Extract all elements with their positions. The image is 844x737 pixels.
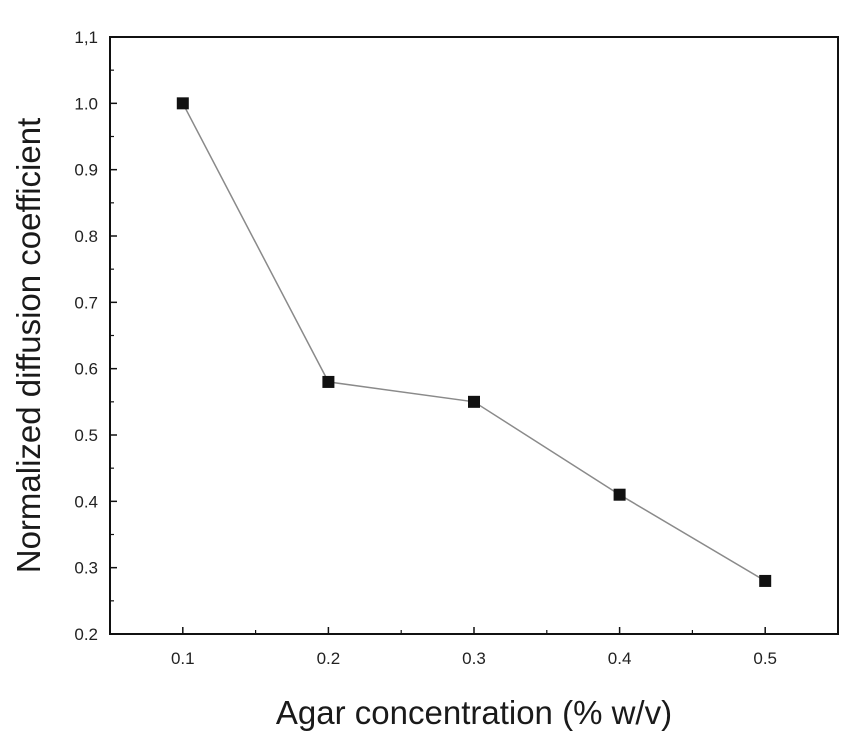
y-tick-label: 0.9 [74,161,98,180]
plot-frame [109,36,839,635]
y-tick-label: 0.6 [74,360,98,379]
series-line [182,102,766,582]
y-axis-title: Normalized diffusion coefficient [10,118,47,574]
y-tick-label: 0.4 [74,492,98,511]
y-tick-label: 0.5 [74,426,98,445]
data-point-marker [613,488,626,501]
data-point-marker [759,574,772,587]
x-tick-label: 0.3 [462,649,486,668]
x-tick-label: 0.1 [171,649,195,668]
data-markers [176,97,772,587]
x-tick-label: 0.5 [753,649,777,668]
data-point-marker [322,375,335,388]
x-tick-label: 0.4 [608,649,632,668]
y-tick-label: 0.3 [74,559,98,578]
y-tick-label: 1,1 [74,28,98,47]
y-tick-label: 0.2 [74,625,98,644]
x-tick-label: 0.2 [317,649,341,668]
y-tick-label: 0.8 [74,227,98,246]
data-point-marker [176,97,189,110]
y-tick-label: 1.0 [74,94,98,113]
y-axis-ticks: 0.2 0.3 0.4 0.5 0.6 0.7 0.8 0.9 1.0 1,1 [74,28,117,644]
y-tick-label: 0.7 [74,293,98,312]
data-point-marker [468,395,480,408]
x-axis-ticks: 0.1 0.2 0.3 0.4 0.5 [109,627,839,668]
x-axis-title: Agar concentration (% w/v) [276,694,672,731]
